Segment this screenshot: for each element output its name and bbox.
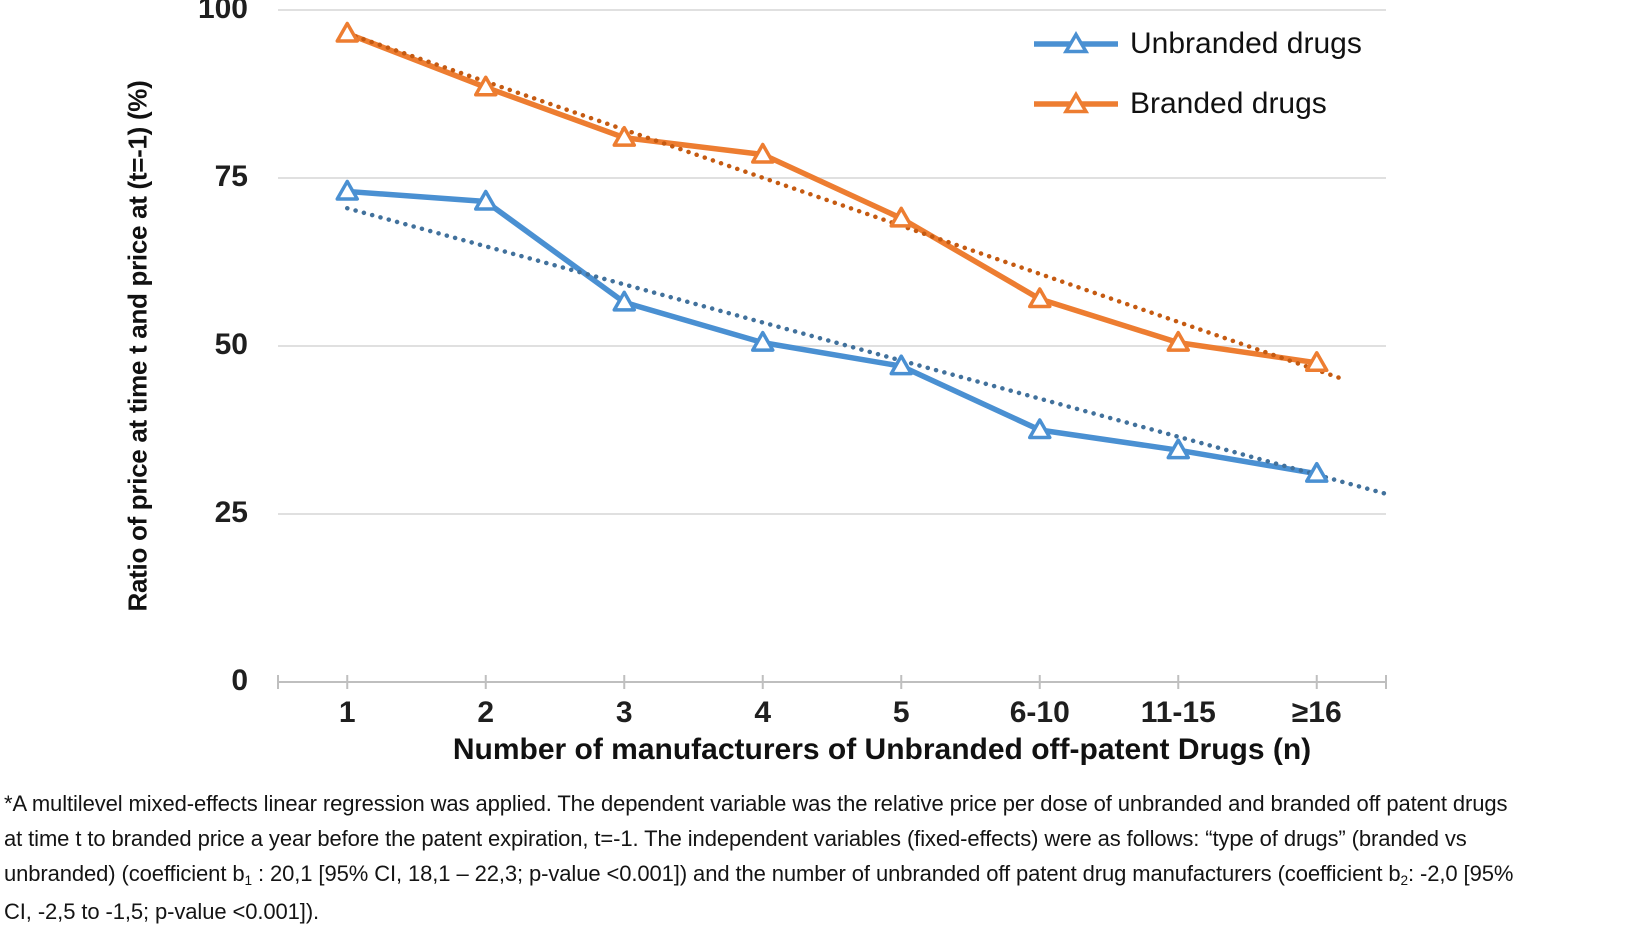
legend-label-unbranded: Unbranded drugs xyxy=(1130,27,1362,60)
unbranded-line xyxy=(344,188,1320,477)
footnote-line: CI, -2,5 to -1,5; p-value <0.001]). xyxy=(4,899,320,924)
unbranded-data-point-marker xyxy=(751,330,775,352)
unbranded-data-point-marker xyxy=(1305,461,1329,483)
x-axis-title: Number of manufacturers of Unbranded off… xyxy=(452,733,1312,766)
branded-data-point-marker xyxy=(474,75,498,97)
x-tick-label: 2 xyxy=(477,696,495,729)
footnote-line: at time t to branded price a year before… xyxy=(4,826,1467,851)
legend-label-branded: Branded drugs xyxy=(1130,87,1327,120)
legend-item-unbranded: Unbranded drugs xyxy=(1032,26,1362,62)
legend-item-branded: Branded drugs xyxy=(1032,86,1362,122)
unbranded-data-point-marker xyxy=(1166,438,1190,460)
x-tick-label: 6-10 xyxy=(1009,696,1070,729)
legend-marker-branded-icon xyxy=(1034,91,1118,114)
unbranded-trend-line xyxy=(345,205,1389,497)
unbranded-data-point-marker xyxy=(612,290,636,312)
x-tick-label: 5 xyxy=(892,696,910,729)
y-tick-label: 75 xyxy=(214,160,248,193)
legend-marker-unbranded-icon xyxy=(1034,31,1118,54)
branded-data-point-marker xyxy=(889,206,913,228)
branded-data-point-marker xyxy=(1305,351,1329,373)
x-tick-label: 1 xyxy=(338,696,356,729)
branded-data-point-marker xyxy=(612,125,636,147)
unbranded-data-point-marker xyxy=(1028,418,1052,440)
legend: Unbranded drugs Branded drugs xyxy=(1032,26,1362,146)
line-chart xyxy=(277,9,1389,689)
footnote-line: unbranded) (coefficient b1 : 20,1 [95% C… xyxy=(4,861,1514,888)
y-tick-label: 25 xyxy=(214,496,248,529)
unbranded-data-point-marker xyxy=(335,179,359,201)
y-tick-label: 0 xyxy=(231,664,248,697)
x-tick-label: 11-15 xyxy=(1140,696,1216,729)
x-tick-label: 4 xyxy=(754,696,772,729)
x-tick-label: ≥16 xyxy=(1291,696,1342,729)
x-tick-label: 3 xyxy=(615,696,633,729)
footnote-line: *A multilevel mixed-effects linear regre… xyxy=(4,791,1508,816)
branded-data-point-marker xyxy=(335,21,359,43)
unbranded-data-point-marker xyxy=(474,189,498,211)
branded-data-point-marker xyxy=(1166,330,1190,352)
footnote: *A multilevel mixed-effects linear regre… xyxy=(4,786,1650,929)
branded-data-point-marker xyxy=(751,142,775,164)
branded-data-point-marker xyxy=(1028,287,1052,309)
unbranded-data-point-marker xyxy=(889,354,913,376)
y-tick-label: 50 xyxy=(214,328,248,361)
branded-line xyxy=(344,30,1320,366)
y-tick-label: 100 xyxy=(197,0,248,25)
